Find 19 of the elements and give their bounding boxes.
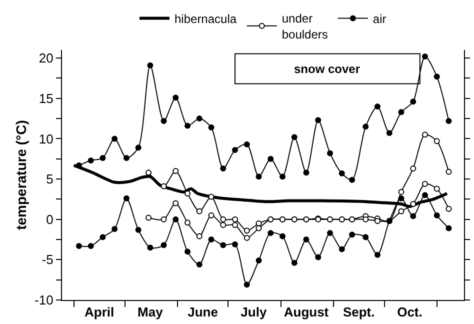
y-axis-title: temperature (°C) bbox=[13, 120, 30, 230]
legend-label: hibernacula bbox=[174, 12, 237, 26]
y-tick-label: -10 bbox=[34, 292, 54, 308]
x-tick-label: June bbox=[188, 304, 218, 320]
y-tick-label: 10 bbox=[38, 131, 54, 146]
y-tick-label: 5 bbox=[46, 172, 54, 187]
x-tick-label: Oct. bbox=[397, 304, 422, 320]
y-tick-label: -5 bbox=[42, 252, 54, 268]
x-tick-label: Sept. bbox=[342, 304, 375, 320]
x-tick-label: August bbox=[284, 304, 330, 320]
y-tick-label: 0 bbox=[46, 212, 54, 227]
y-tick-label: 15 bbox=[38, 90, 54, 106]
band-label: snow cover bbox=[294, 62, 360, 76]
legend-label: air bbox=[372, 12, 386, 26]
y-tick-label: 20 bbox=[38, 50, 54, 66]
x-tick-label: May bbox=[138, 304, 164, 320]
x-tick-label: July bbox=[240, 304, 268, 320]
legend-label: under boulders bbox=[282, 12, 328, 42]
x-tick-label: April bbox=[84, 304, 114, 320]
